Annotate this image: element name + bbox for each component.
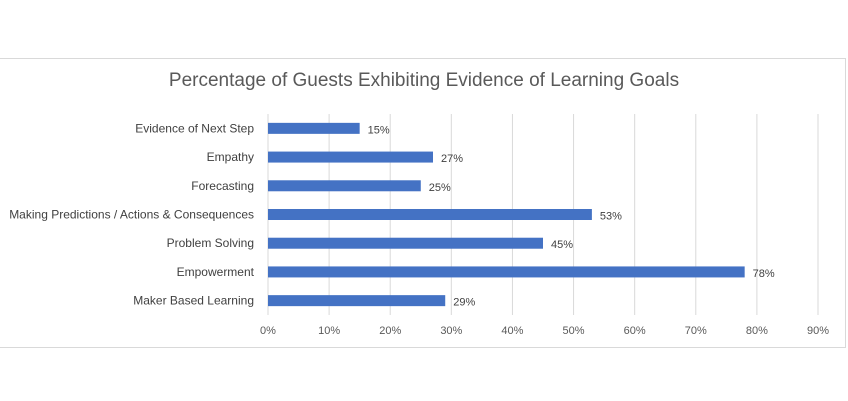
x-tick-label: 10% [318,325,340,337]
data-label: 78% [753,268,775,280]
bars [268,122,745,307]
bar [268,122,360,134]
category-label: Empathy [207,150,254,164]
category-label: Problem Solving [167,236,254,250]
x-tick-label: 80% [746,325,768,337]
x-tick-label: 70% [685,325,707,337]
category-label: Making Predictions / Actions & Consequen… [9,208,254,222]
bar [268,237,543,249]
data-label: 29% [453,297,475,309]
x-tick-label: 0% [260,325,276,337]
data-label: 25% [429,182,451,194]
labels: 0% 10% 20% 30% 40% 50% 60% 70% 80% 90% Evidence of… [9,121,829,337]
data-label: 15% [368,124,390,136]
bar [268,209,592,220]
x-tick-label: 20% [379,325,401,337]
x-tick-label: 60% [624,325,646,337]
bar [268,295,446,307]
x-tick-label: 90% [807,325,829,337]
category-label: Maker Based Learning [133,294,254,308]
data-label: 27% [441,153,463,165]
bar [268,151,433,163]
category-label: Forecasting [191,179,254,193]
x-tick-label: 30% [440,325,462,337]
x-tick-label: 40% [501,325,523,337]
bar [268,266,745,278]
chart-title: Percentage of Guests Exhibiting Evidence… [168,70,680,91]
x-tick-label: 50% [563,325,585,337]
category-label: Empowerment [177,265,255,279]
bar [268,180,421,192]
data-label: 53% [600,211,622,223]
data-label: 45% [551,239,573,251]
category-label: Evidence of Next Step [135,121,254,135]
